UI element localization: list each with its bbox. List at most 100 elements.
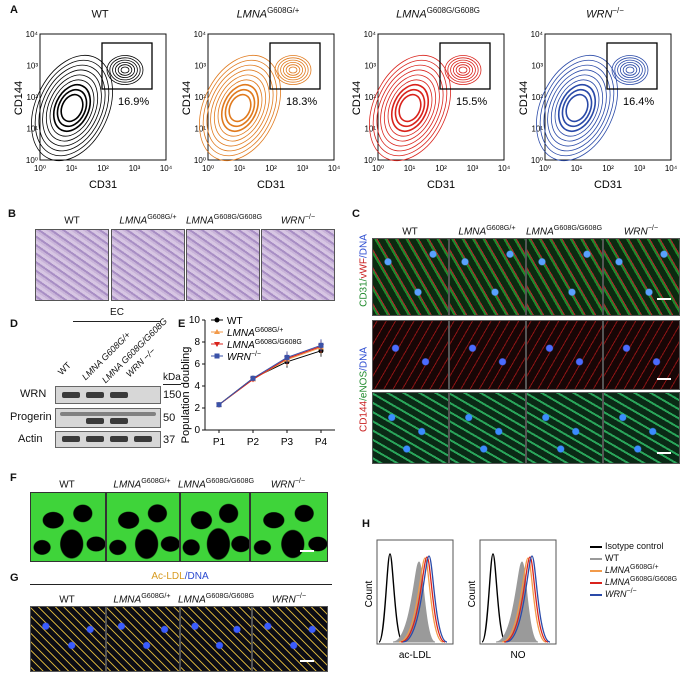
wb-band bbox=[110, 436, 128, 442]
genotype-base: LMNA bbox=[178, 479, 206, 491]
y-tick-label: 10² bbox=[26, 93, 38, 102]
cd31-vwf-micrograph bbox=[526, 238, 603, 316]
genotype-base: LMNA bbox=[113, 479, 142, 491]
contour-line bbox=[372, 59, 448, 157]
contour-line bbox=[283, 62, 304, 79]
enos-label: /eNOS bbox=[358, 370, 370, 401]
gated-population-contours bbox=[106, 55, 144, 85]
contour-line bbox=[60, 93, 84, 123]
y-tick-label: 4 bbox=[194, 381, 200, 392]
y-tick-label: 10 bbox=[189, 315, 201, 326]
genotype-base: WRN bbox=[280, 215, 305, 227]
contour-line bbox=[56, 88, 88, 128]
cd31-vwf-micrograph bbox=[603, 238, 680, 316]
kda-header: kDa bbox=[163, 372, 181, 383]
y-tick-label: 10⁰ bbox=[194, 156, 206, 165]
genotype-label: LMNAG608G/G608G bbox=[186, 212, 262, 226]
axis-label-cd31: CD31 bbox=[89, 179, 117, 191]
x-tick-label: 10¹ bbox=[571, 164, 583, 173]
legend-label: WRN−/− bbox=[227, 351, 261, 363]
x-tick-label: 10³ bbox=[129, 164, 141, 173]
contour-line bbox=[554, 79, 600, 137]
plot-frame bbox=[207, 33, 335, 161]
genotype-base: WRN bbox=[270, 479, 295, 491]
tube-formation-micrograph bbox=[180, 492, 250, 562]
legend-label: LMNAG608G/G608G bbox=[227, 339, 302, 351]
contour-line bbox=[390, 83, 430, 133]
scale-bar bbox=[657, 298, 671, 300]
gate-percentage: 16.4% bbox=[623, 96, 654, 108]
contour-line bbox=[455, 64, 471, 76]
y-tick-label: 10³ bbox=[364, 62, 376, 71]
histogram-y-label: Count bbox=[467, 580, 478, 607]
plot-frame bbox=[377, 33, 505, 161]
main-population-contours bbox=[31, 54, 113, 162]
y-tick-label: 10⁴ bbox=[26, 30, 39, 39]
genotype-base: WT bbox=[91, 8, 109, 21]
contour-line bbox=[217, 79, 263, 137]
contour-line bbox=[614, 57, 646, 83]
gate-box bbox=[269, 42, 321, 90]
contour-line bbox=[458, 66, 468, 74]
genotype-label: WRN−/− bbox=[261, 212, 335, 226]
genotype-base: WRN bbox=[271, 594, 296, 606]
wb-row-label-progerin: Progerin bbox=[10, 411, 52, 423]
y-tick-label: 10² bbox=[364, 93, 376, 102]
sample-histogram bbox=[503, 556, 549, 643]
genotype-base: WT bbox=[59, 479, 75, 491]
wb-band bbox=[134, 436, 152, 442]
legend-sup: −/− bbox=[626, 588, 637, 595]
contour-line bbox=[536, 54, 618, 162]
contour-line bbox=[611, 55, 649, 85]
cd31-label: CD31/ bbox=[358, 278, 370, 307]
contour-line bbox=[447, 57, 479, 83]
x-tick-label: 10⁰ bbox=[372, 164, 384, 173]
panel-label-c: C bbox=[352, 208, 360, 220]
contour-line bbox=[42, 69, 102, 147]
legend-swatch bbox=[590, 569, 602, 572]
cd144-label: CD144 bbox=[358, 400, 370, 433]
cd31-vwf-micrograph bbox=[372, 238, 449, 316]
contour-line bbox=[620, 62, 641, 79]
acldl-label: Ac-LDL bbox=[151, 571, 185, 582]
y-tick-label: 6 bbox=[194, 359, 200, 370]
contour-line bbox=[210, 69, 270, 147]
wb-band bbox=[110, 392, 128, 398]
x-tick-label: 10² bbox=[265, 164, 277, 173]
genotype-label: LMNAG608G/+ bbox=[449, 223, 525, 237]
axis-label-cd31: CD31 bbox=[257, 179, 285, 191]
x-tick-label: 10³ bbox=[297, 164, 309, 173]
genotype-base: WRN bbox=[586, 8, 613, 21]
data-point bbox=[318, 342, 324, 348]
data-point bbox=[216, 402, 222, 408]
data-point bbox=[284, 354, 290, 360]
histogram-x-label: NO bbox=[511, 650, 526, 661]
enos-micrograph bbox=[449, 392, 526, 464]
genotype-label: LMNAG608G/+ bbox=[104, 476, 180, 490]
legend-label: WT bbox=[227, 316, 243, 327]
wb-band bbox=[110, 418, 128, 424]
kda-50: 50 bbox=[163, 412, 176, 424]
sample-histogram bbox=[400, 556, 446, 643]
genotype-label: WRN−/− bbox=[248, 476, 328, 490]
tube-formation-micrograph bbox=[30, 492, 106, 562]
legend-item: LMNAG608G/+ bbox=[590, 564, 685, 576]
panel-label-a: A bbox=[10, 4, 18, 16]
gated-population-contours bbox=[274, 55, 312, 85]
genotype-label: WRN−/− bbox=[250, 591, 328, 605]
x-tick-label: 10¹ bbox=[404, 164, 416, 173]
contour-line bbox=[376, 64, 444, 152]
cd144-micrograph bbox=[449, 320, 526, 390]
genotype-sup: G608G/+ bbox=[267, 6, 300, 15]
tube-formation-micrograph bbox=[106, 492, 180, 562]
contour-line bbox=[547, 69, 607, 147]
legend-text: LMNA bbox=[605, 577, 631, 587]
wb-blot-actin bbox=[55, 431, 161, 448]
tube-formation-micrograph bbox=[250, 492, 328, 562]
cd144-micrograph bbox=[372, 320, 449, 390]
wb-band bbox=[62, 392, 80, 398]
he-micrograph bbox=[111, 229, 185, 301]
